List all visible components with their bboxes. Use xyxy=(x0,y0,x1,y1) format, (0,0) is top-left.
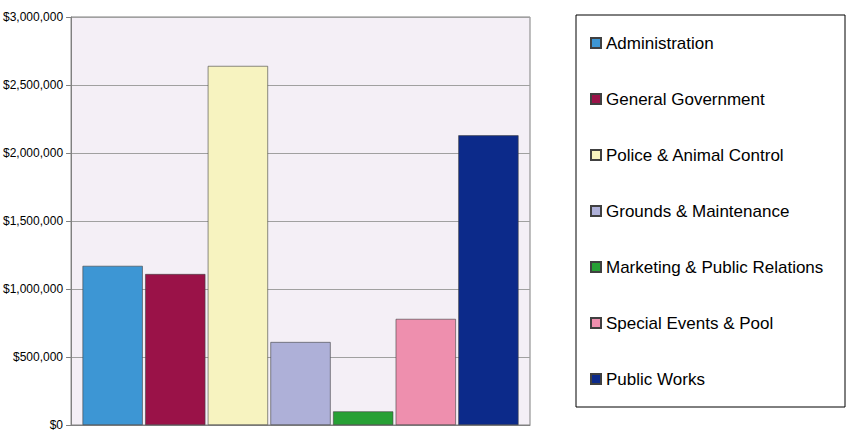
svg-text:$2,000,000: $2,000,000 xyxy=(3,146,63,160)
svg-text:$1,000,000: $1,000,000 xyxy=(3,282,63,296)
svg-text:$3,000,000: $3,000,000 xyxy=(3,10,63,24)
svg-text:Administration: Administration xyxy=(606,34,714,53)
svg-text:$1,500,000: $1,500,000 xyxy=(3,214,63,228)
svg-text:Special Events & Pool: Special Events & Pool xyxy=(606,314,773,333)
svg-text:General Government: General Government xyxy=(606,90,765,109)
svg-text:$0: $0 xyxy=(50,418,64,432)
svg-text:Grounds & Maintenance: Grounds & Maintenance xyxy=(606,202,789,221)
svg-text:Public Works: Public Works xyxy=(606,370,705,389)
svg-text:$500,000: $500,000 xyxy=(13,350,63,364)
svg-text:Police & Animal Control: Police & Animal Control xyxy=(606,146,784,165)
svg-text:Marketing & Public Relations: Marketing & Public Relations xyxy=(606,258,823,277)
svg-text:$2,500,000: $2,500,000 xyxy=(3,78,63,92)
